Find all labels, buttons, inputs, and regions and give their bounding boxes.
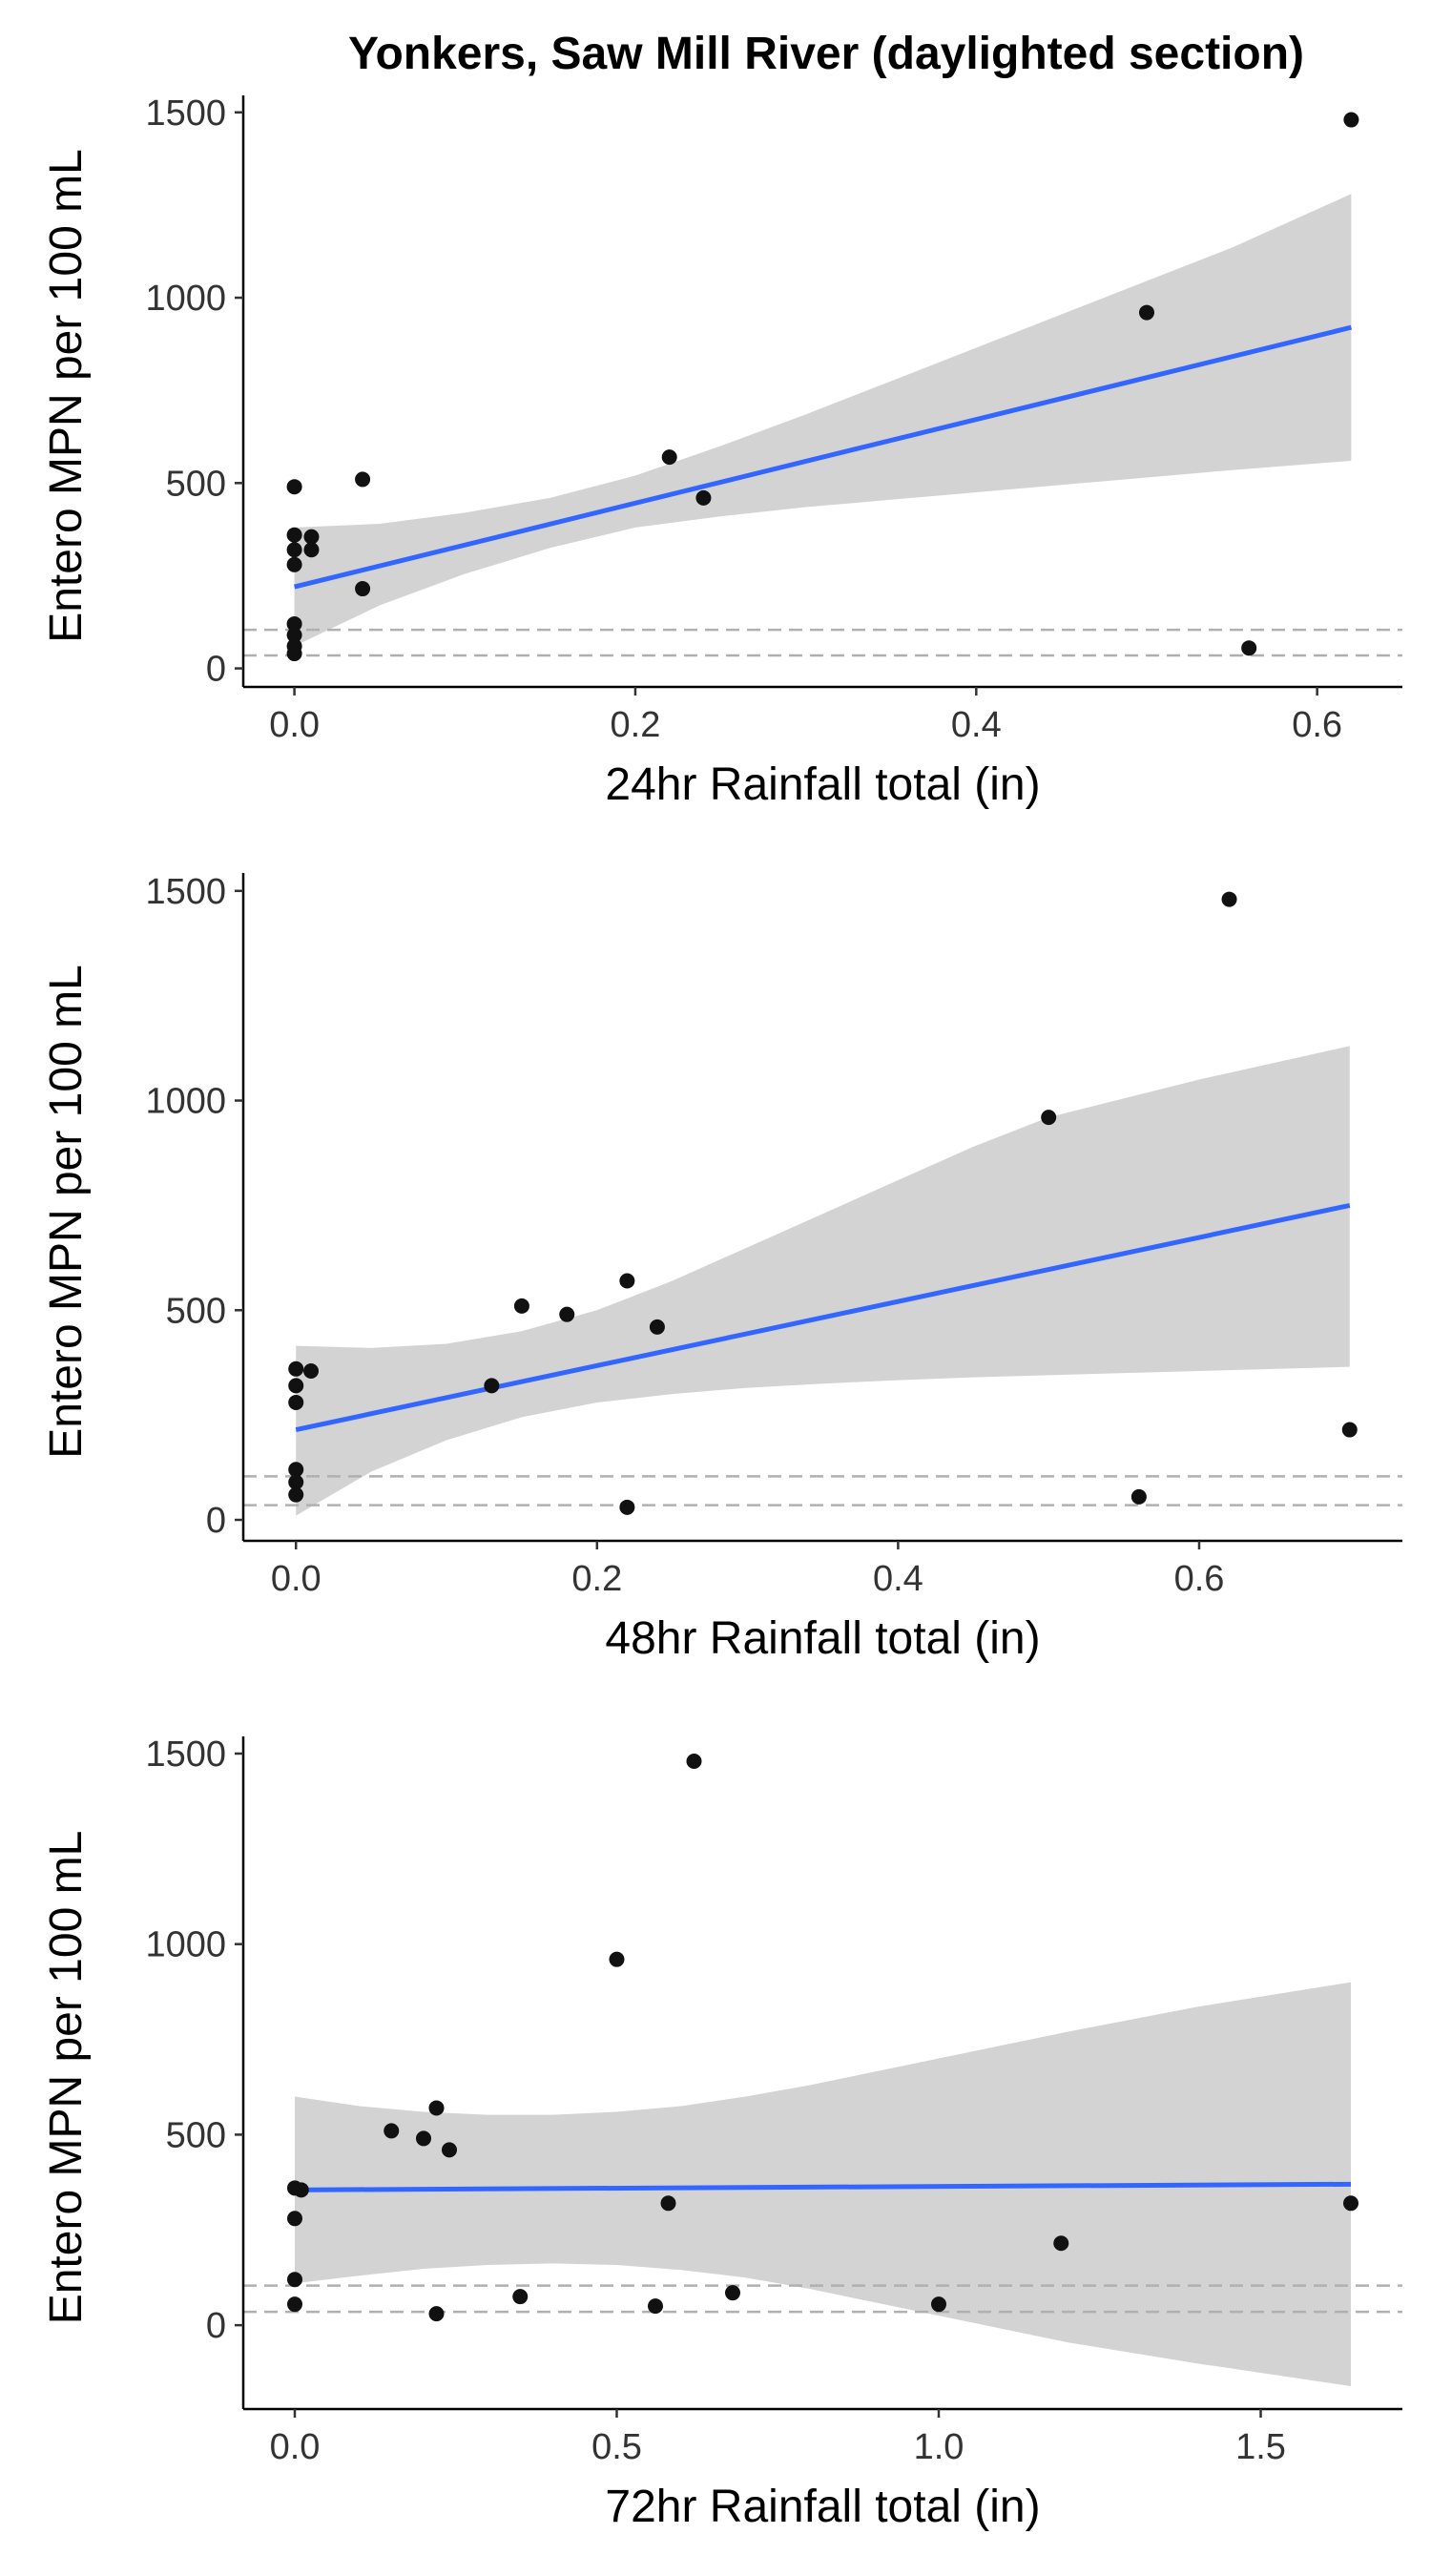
x-tick-label-3-2: 0.5 [591,2427,642,2467]
data-point-1-15 [1138,304,1154,321]
y-tick-label-2-4: 1500 [145,872,226,912]
fit-line-1 [294,324,1352,590]
data-point-2-11 [619,1273,635,1289]
y-tick-label-1-2: 500 [166,464,226,504]
y-tick-label-3-1: 0 [206,2306,226,2346]
x-tick-label-2-4: 0.6 [1174,1559,1225,1599]
data-point-3-5 [293,2182,309,2198]
y-tick-label-3-4: 1500 [145,1735,226,1775]
fit-line-3 [294,2181,1352,2192]
data-point-3-16 [725,2285,740,2301]
y-tick-label-1-4: 1500 [145,93,226,134]
data-point-1-13 [661,449,677,466]
data-point-3-8 [428,2100,445,2116]
y-axis-title-2: Entero MPN per 100 mL [41,965,92,1459]
data-point-3-7 [416,2130,431,2147]
y-tick-label-3-3: 1000 [145,1925,226,1965]
data-point-2-1 [288,1361,304,1377]
data-point-2-8 [484,1378,500,1394]
data-point-2-10 [559,1306,575,1322]
data-point-3-10 [442,2142,457,2158]
x-tick-label-1-4: 0.6 [1292,705,1342,745]
data-point-1-8 [286,646,302,662]
x-axis-title-1: 24hr Rainfall total (in) [605,759,1040,810]
y-tick-label-2-1: 0 [206,1501,226,1541]
chart-title: Yonkers, Saw Mill River (daylighted sect… [348,29,1304,79]
data-point-2-6 [288,1486,304,1503]
data-point-3-17 [931,2296,946,2313]
data-point-3-15 [686,1753,702,1769]
panel-3: 0 500 1000 1500 0.0 0.5 1.0 1.5 72hr Rainfall to… [41,1735,1402,2532]
confidence-band-1 [294,194,1352,647]
data-point-3-9 [428,2306,445,2322]
x-tick-label-2-1: 0.0 [271,1559,321,1599]
fit-line-2 [295,1202,1351,1432]
data-point-2-9 [513,1298,529,1314]
y-axis-title-3: Entero MPN per 100 mL [41,1831,92,2325]
x-tick-label-1-1: 0.0 [269,705,320,745]
x-axis-title-3: 72hr Rainfall total (in) [605,2482,1040,2532]
panel-1: 0 500 1000 1500 0.0 0.2 0.4 0.6 24hr Rainfall to… [41,93,1402,810]
data-point-1-5 [286,615,302,632]
data-point-1-3 [286,542,302,558]
data-point-1-4 [286,556,302,572]
data-point-3-6 [384,2123,400,2139]
data-point-2-15 [1130,1488,1147,1505]
x-axis-title-2: 48hr Rainfall total (in) [605,1613,1040,1664]
data-point-3-13 [648,2298,663,2315]
y-tick-label-2-3: 1000 [145,1082,226,1122]
x-tick-label-2-2: 0.2 [571,1559,622,1599]
data-point-1-16 [1241,640,1257,656]
data-point-3-18 [1053,2235,1069,2252]
data-point-3-19 [1343,2195,1358,2212]
data-point-1-1 [286,479,302,495]
data-point-1-9 [303,529,320,545]
x-tick-label-3-3: 1.0 [914,2427,964,2467]
data-point-2-5 [288,1474,304,1490]
data-point-2-4 [288,1462,304,1478]
data-point-2-16 [1221,891,1237,907]
data-point-2-17 [1341,1422,1358,1438]
data-point-2-14 [1041,1110,1057,1126]
x-tick-label-3-1: 0.0 [270,2427,321,2467]
y-axis-title-1: Entero MPN per 100 mL [41,149,92,643]
data-point-2-12 [619,1499,635,1515]
data-point-1-17 [1343,112,1359,128]
data-point-2-13 [649,1319,665,1335]
y-tick-label-3-2: 500 [166,2115,226,2155]
data-point-3-3 [287,2272,302,2288]
data-point-3-14 [660,2195,676,2212]
confidence-band-2 [296,1046,1350,1516]
x-tick-label-1-3: 0.4 [951,705,1002,745]
data-point-1-6 [286,627,302,643]
x-tick-label-3-4: 1.5 [1235,2427,1286,2467]
data-point-2-2 [288,1378,304,1394]
data-point-3-11 [512,2289,529,2305]
data-point-3-2 [287,2211,302,2227]
data-point-2-3 [288,1394,304,1410]
data-point-1-10 [303,542,320,558]
y-tick-label-1-3: 1000 [145,279,226,319]
data-point-1-14 [695,489,712,506]
panel-2: 0 500 1000 1500 0.0 0.2 0.4 0.6 48hr Rainfall to… [41,872,1402,1664]
x-tick-label-1-2: 0.2 [611,705,661,745]
data-point-1-2 [286,527,302,543]
data-point-3-12 [609,1951,625,1967]
x-tick-label-2-3: 0.4 [873,1559,923,1599]
data-point-2-7 [303,1363,320,1380]
data-point-1-12 [355,581,371,597]
y-tick-label-1-1: 0 [206,650,226,690]
data-point-3-4 [287,2296,302,2313]
data-point-1-11 [355,471,371,488]
y-tick-label-2-2: 500 [166,1291,226,1331]
